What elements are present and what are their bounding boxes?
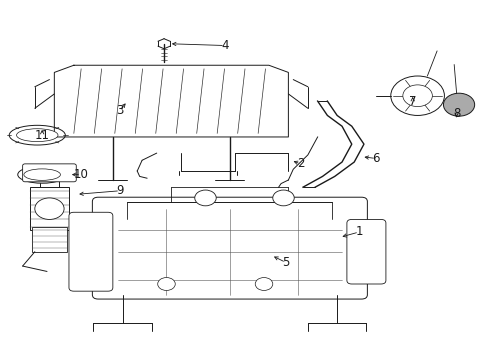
Circle shape <box>443 93 474 116</box>
Text: 9: 9 <box>116 184 123 197</box>
Text: 11: 11 <box>35 129 50 142</box>
Circle shape <box>390 76 444 116</box>
Text: 3: 3 <box>116 104 123 117</box>
Circle shape <box>272 190 294 206</box>
Text: 8: 8 <box>452 107 459 120</box>
Polygon shape <box>54 65 288 137</box>
FancyBboxPatch shape <box>346 220 385 284</box>
Circle shape <box>402 85 431 107</box>
Circle shape <box>158 278 175 291</box>
Circle shape <box>35 198 64 220</box>
FancyBboxPatch shape <box>69 212 113 291</box>
Circle shape <box>194 190 216 206</box>
Text: 10: 10 <box>74 168 88 181</box>
Text: 4: 4 <box>221 39 228 52</box>
Text: 6: 6 <box>372 152 379 165</box>
Circle shape <box>255 278 272 291</box>
Ellipse shape <box>24 169 61 180</box>
Bar <box>32 226 66 252</box>
Ellipse shape <box>18 166 66 183</box>
Ellipse shape <box>17 129 58 141</box>
FancyBboxPatch shape <box>92 197 366 299</box>
Ellipse shape <box>9 125 65 145</box>
Text: 2: 2 <box>296 157 304 170</box>
Text: 5: 5 <box>282 256 289 269</box>
Bar <box>30 187 69 230</box>
FancyBboxPatch shape <box>22 164 76 182</box>
Text: 7: 7 <box>408 95 416 108</box>
Text: 1: 1 <box>355 225 362 238</box>
